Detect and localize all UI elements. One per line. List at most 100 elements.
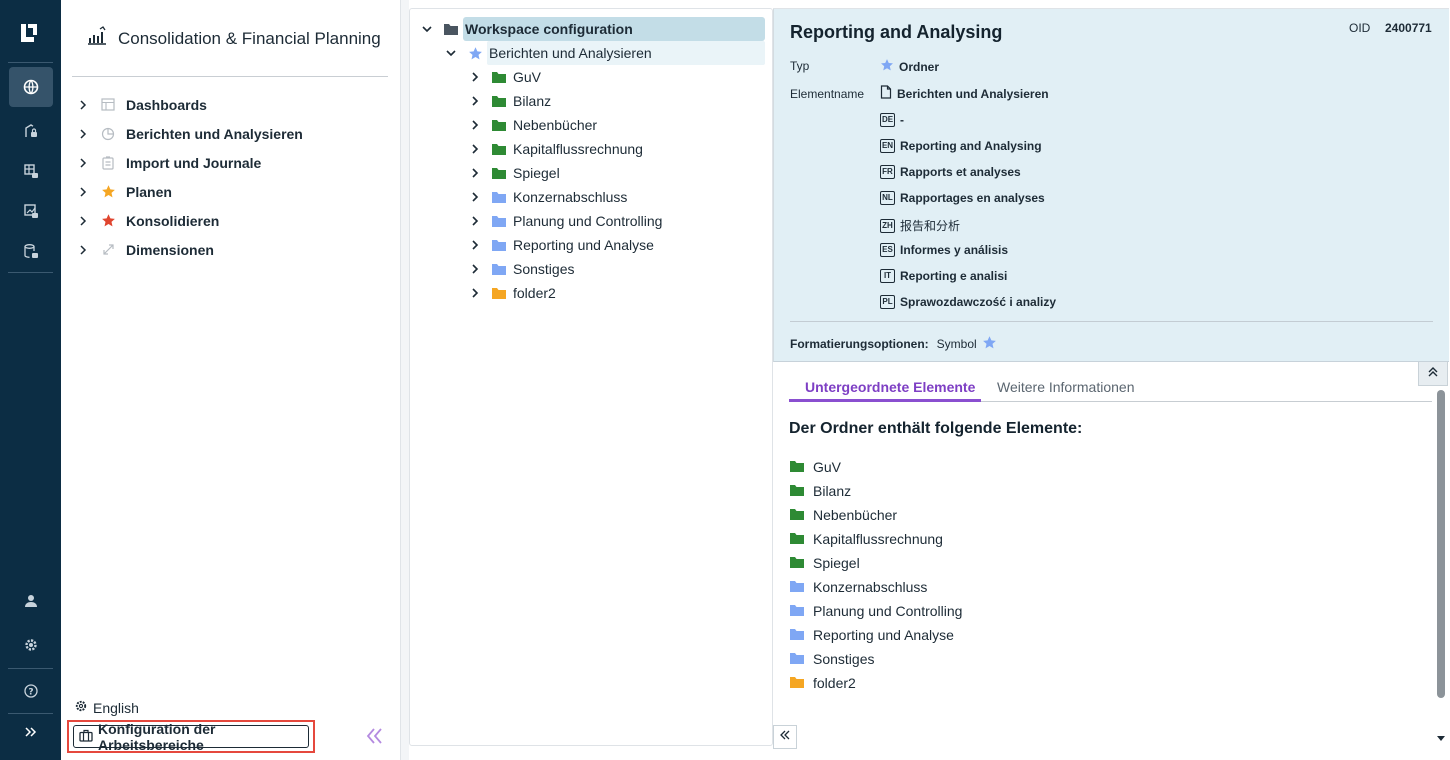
chevron-right-icon[interactable] — [72, 128, 94, 140]
workspace-config-button[interactable]: Konfiguration der Arbeitsbereiche — [73, 721, 309, 753]
svg-text:?: ? — [28, 688, 33, 698]
list-item[interactable]: Konzernabschluss — [789, 575, 962, 599]
folder-icon — [491, 261, 507, 277]
nav-item-dashboards[interactable]: Dashboards — [72, 90, 388, 119]
folder-icon — [491, 141, 507, 157]
list-item[interactable]: Reporting und Analyse — [789, 623, 962, 647]
list-item[interactable]: folder2 — [789, 671, 962, 695]
nav-item-label: Berichten und Analysieren — [126, 125, 303, 142]
tree-label: Sonstiges — [513, 261, 575, 277]
rail-divider — [8, 62, 53, 63]
tree-row[interactable]: Konzernabschluss — [467, 185, 627, 209]
tree-row[interactable]: Nebenbücher — [467, 113, 597, 137]
lock-building-icon[interactable] — [9, 111, 53, 151]
panel-splitter[interactable] — [400, 0, 409, 760]
tree-label: Kapitalflussrechnung — [513, 141, 643, 157]
help-icon[interactable]: ? — [9, 671, 53, 711]
tree-row-selected[interactable]: Berichten und Analysieren — [443, 41, 652, 65]
chevron-right-icon[interactable] — [72, 186, 94, 198]
details-tabs: Untergeordnete Elemente Weitere Informat… — [789, 371, 1432, 402]
chevron-right-icon[interactable] — [72, 157, 94, 169]
expand-icon[interactable] — [9, 712, 53, 752]
chevron-right-icon[interactable] — [467, 93, 483, 109]
list-item[interactable]: Sonstiges — [789, 647, 962, 671]
lock-chart-icon[interactable] — [9, 191, 53, 231]
folder-icon — [491, 117, 507, 133]
tree-label: Bilanz — [513, 93, 552, 109]
chevron-right-icon[interactable] — [467, 69, 483, 85]
settings-icon[interactable] — [9, 625, 53, 665]
lock-database-icon[interactable] — [9, 231, 53, 271]
nav-header: Consolidation & Financial Planning — [86, 26, 381, 51]
tree-row-root[interactable]: Workspace configuration — [419, 17, 633, 41]
translation-it: IT Reporting e analisi — [880, 269, 1007, 283]
tab-untergeordnete-elemente[interactable]: Untergeordnete Elemente — [805, 379, 976, 395]
translation-de: DE - — [880, 113, 904, 127]
child-element-list: GuV Bilanz Nebenbücher Kapitalflussrechn… — [789, 455, 962, 695]
tree-row[interactable]: GuV — [467, 65, 541, 89]
tree-row[interactable]: Kapitalflussrechnung — [467, 137, 643, 161]
list-item[interactable]: Planung und Controlling — [789, 599, 962, 623]
tree-row[interactable]: Spiegel — [467, 161, 560, 185]
folder-icon — [491, 285, 507, 301]
user-icon[interactable] — [9, 581, 53, 621]
chevron-right-icon[interactable] — [72, 244, 94, 256]
chevron-right-icon[interactable] — [467, 237, 483, 253]
collapse-header-button[interactable] — [1418, 362, 1448, 386]
folder-icon — [789, 459, 805, 476]
nav-item-dimensionen[interactable]: Dimensionen — [72, 235, 388, 264]
chevron-right-icon[interactable] — [467, 261, 483, 277]
list-item[interactable]: Nebenbücher — [789, 503, 962, 527]
chevron-right-icon[interactable] — [467, 213, 483, 229]
list-item[interactable]: Kapitalflussrechnung — [789, 527, 962, 551]
lock-grid-icon[interactable] — [9, 151, 53, 191]
chevron-down-icon[interactable] — [419, 21, 435, 37]
tab-weitere-informationen[interactable]: Weitere Informationen — [997, 379, 1135, 395]
chevron-down-icon[interactable] — [443, 45, 459, 61]
nav-title: Consolidation & Financial Planning — [118, 28, 381, 48]
rail-divider — [8, 668, 53, 669]
chevron-right-icon[interactable] — [467, 189, 483, 205]
folder-icon — [789, 531, 805, 548]
nav-item-planen[interactable]: Planen — [72, 177, 388, 206]
tree-row[interactable]: Planung und Controlling — [467, 209, 662, 233]
nav-item-label: Dashboards — [126, 96, 207, 113]
scroll-down-icon[interactable] — [1435, 731, 1447, 743]
folder-icon — [789, 555, 805, 572]
tree-label: GuV — [513, 69, 542, 85]
nav-item-konsolidieren[interactable]: Konsolidieren — [72, 206, 388, 235]
chevron-right-icon[interactable] — [467, 117, 483, 133]
list-item[interactable]: Bilanz — [789, 479, 962, 503]
logo-icon[interactable] — [18, 22, 40, 44]
collapse-tree-button[interactable] — [773, 725, 797, 749]
nav-item-import[interactable]: Import und Journale — [72, 148, 388, 177]
globe-icon[interactable] — [9, 67, 53, 107]
tree-row[interactable]: Bilanz — [467, 89, 551, 113]
chevron-right-icon[interactable] — [72, 99, 94, 111]
collapse-nav-icon[interactable] — [364, 724, 386, 748]
chevron-right-icon[interactable] — [467, 285, 483, 301]
chevron-right-icon[interactable] — [72, 215, 94, 227]
scrollbar-thumb[interactable] — [1437, 390, 1445, 698]
list-item[interactable]: Spiegel — [789, 551, 962, 575]
folder-icon — [789, 675, 805, 692]
navigation-panel: Consolidation & Financial Planning Dashb… — [61, 0, 400, 760]
nav-item-berichten[interactable]: Berichten und Analysieren — [72, 119, 388, 148]
language-selector[interactable]: English — [74, 699, 139, 716]
folder-icon — [491, 213, 507, 229]
element-name-value: Berichten und Analysieren — [880, 85, 1049, 102]
chevron-right-icon[interactable] — [467, 141, 483, 157]
list-item[interactable]: GuV — [789, 455, 962, 479]
tree-row[interactable]: Reporting und Analyse — [467, 233, 654, 257]
folder-icon — [491, 93, 507, 109]
list-item-label: Spiegel — [813, 555, 860, 571]
translation-text: Reporting e analisi — [900, 269, 1008, 283]
tree-row[interactable]: Sonstiges — [467, 257, 574, 281]
icon-rail: ? — [0, 0, 61, 760]
chevron-right-icon[interactable] — [467, 165, 483, 181]
tree-row[interactable]: folder2 — [467, 281, 556, 305]
details-header: Reporting and Analysing OID 2400771 Typ … — [773, 9, 1449, 362]
tree-label: Spiegel — [513, 165, 560, 181]
folder-icon — [491, 189, 507, 205]
format-label: Formatierungsoptionen: — [790, 337, 929, 351]
